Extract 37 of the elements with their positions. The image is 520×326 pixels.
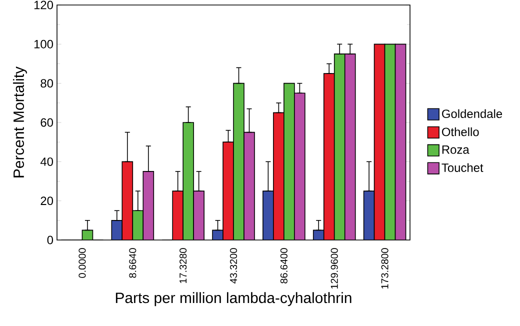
legend-label: Othello [442, 127, 479, 136]
bar [234, 83, 244, 240]
bar [363, 190, 375, 240]
bar [111, 220, 123, 240]
bar [384, 44, 396, 240]
bar [344, 54, 356, 240]
x-tick-label: 86.6400 [280, 248, 288, 284]
y-axis-title: Percent Mortality [13, 66, 27, 178]
bar [223, 142, 234, 240]
bar [323, 73, 335, 240]
x-tick-label: 173.2800 [381, 248, 388, 289]
bar [273, 112, 284, 240]
bar [244, 132, 255, 240]
y-tick-label: 60 [40, 118, 54, 127]
y-tick-label: 20 [40, 196, 54, 206]
x-axis-title: Parts per million lambda-cyhalothrin [116, 292, 352, 306]
bar [294, 92, 306, 240]
bar [182, 122, 194, 240]
x-tick-label: 129.9600 [330, 248, 338, 289]
bar [334, 54, 346, 240]
y-tick-label: 100 [34, 40, 54, 48]
bar [394, 44, 406, 240]
bar [122, 161, 134, 240]
x-tick-label: 0.0000 [78, 248, 86, 278]
x-tick-label: 17.3280 [180, 248, 187, 284]
x-tick-label: 8.6640 [129, 248, 136, 278]
y-tick-label: 120 [34, 0, 54, 10]
legend-label: Goldendale [442, 109, 502, 118]
y-tick-label: 80 [40, 79, 54, 88]
legend-label: Touchet [442, 163, 484, 172]
y-tick-label: 0 [47, 236, 54, 244]
bar [284, 82, 295, 240]
y-tick-label: 40 [40, 157, 54, 166]
bar [374, 44, 386, 240]
legend-label: Roza [442, 146, 470, 154]
x-tick-label: 43.3200 [230, 248, 238, 284]
bar [142, 171, 154, 240]
